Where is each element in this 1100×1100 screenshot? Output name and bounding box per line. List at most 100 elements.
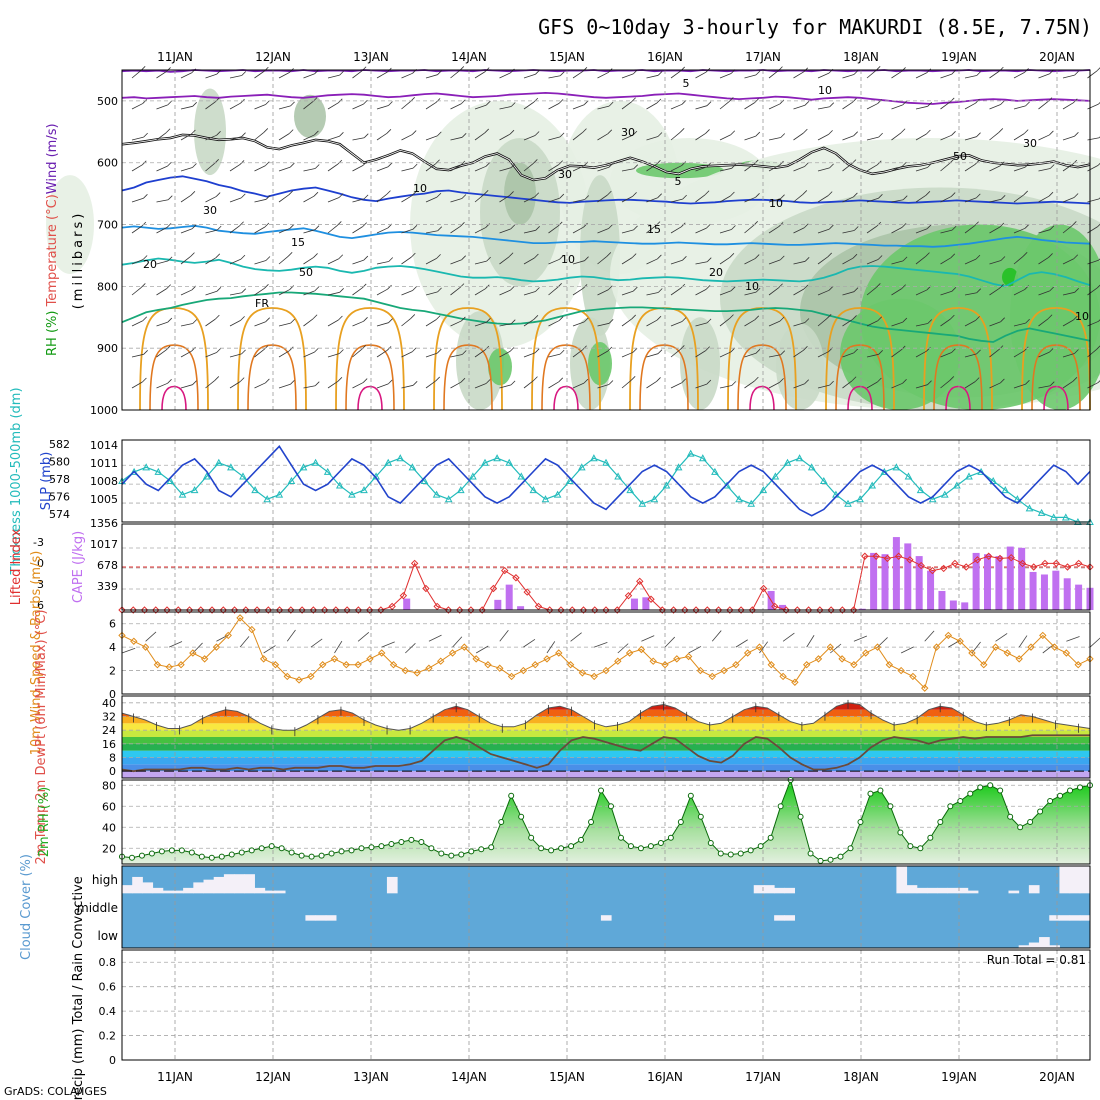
wind-barb	[768, 226, 780, 234]
wind-barb-flag	[510, 163, 516, 168]
wind-barb	[327, 291, 340, 296]
wind-barb	[866, 225, 878, 234]
wind-barb	[401, 256, 412, 265]
wind-barb-flag	[755, 287, 761, 293]
rh-line-point	[1047, 798, 1054, 804]
wind-barb-flag	[754, 98, 759, 103]
rh-line-point	[997, 787, 1004, 794]
wind-barb	[205, 73, 217, 79]
wind-barb-flag	[582, 345, 587, 351]
thickness-line-point	[456, 486, 465, 494]
wind-barb-flag	[240, 193, 246, 199]
wind-barb	[1013, 383, 1026, 389]
rh-line-point	[488, 844, 495, 851]
wind-barb-flag	[216, 131, 221, 136]
pressure-tick-label: 1000	[90, 404, 118, 417]
cloud-bar-middle	[1049, 915, 1060, 921]
lifted-index-line-point	[703, 606, 712, 614]
wind-speed-line-point	[661, 661, 669, 669]
wind-barb-flag	[1049, 164, 1055, 169]
wind-barb-flag	[461, 133, 467, 138]
wind-barb-flag	[214, 376, 220, 381]
wind-barb-flag	[509, 347, 515, 352]
wind-barb	[131, 197, 144, 203]
wind-barb	[425, 291, 438, 296]
wind-barb-flag	[925, 191, 931, 196]
wind-barb-flag	[337, 377, 343, 382]
wind-barb	[229, 225, 240, 234]
wind-barb-flag	[216, 348, 221, 353]
cloud-bar-high	[244, 874, 255, 894]
thickness-line-point	[662, 481, 671, 489]
wind-speed-line-point	[614, 657, 622, 665]
wind-barb-flag	[290, 318, 295, 324]
wind-barb	[523, 638, 536, 648]
wind-barb	[735, 639, 748, 648]
wind-barb-flag	[363, 99, 368, 105]
rh-area	[122, 780, 1090, 864]
rh-line-point	[1067, 787, 1074, 794]
wind-barb-flag	[901, 67, 906, 72]
lifted-index-line-point	[1041, 559, 1049, 568]
wind-barb	[131, 136, 144, 141]
wind-speed-line-point	[696, 666, 705, 675]
wind-speed-line-point	[921, 684, 929, 692]
wind-speed-line-point	[968, 649, 976, 657]
wind-barb	[131, 381, 143, 389]
date-label-bottom: 16JAN	[647, 1070, 683, 1084]
wind-barb-flag	[902, 256, 908, 262]
lifted-index-line-point	[962, 563, 970, 571]
wind-barb-flag	[486, 256, 491, 262]
thickness-line-point	[275, 490, 284, 498]
isotherm-25	[335, 307, 405, 411]
wind-barb-flag	[804, 257, 810, 262]
wind-barb-flag	[534, 253, 539, 259]
lifted-index-line-point	[681, 606, 689, 614]
wind-barb	[915, 289, 928, 296]
wind-barb	[180, 105, 193, 110]
wind-barb-flag	[804, 223, 809, 229]
wind-barb-flag	[437, 226, 443, 231]
wind-barb-flag	[976, 349, 981, 355]
wind-barb-flag	[461, 350, 467, 355]
wind-barb-flag	[483, 190, 489, 195]
wind-barb-flag	[878, 350, 883, 355]
lifted-index-line-point	[872, 552, 880, 560]
wind-barb-flag	[755, 193, 760, 198]
thickness-line-point	[396, 454, 405, 462]
wind-barb-flag	[1073, 193, 1079, 198]
cloud-bar-high	[234, 874, 245, 894]
wind-barb-flag	[485, 379, 491, 384]
wind-barb-flag	[339, 70, 344, 76]
wind-barb	[1062, 163, 1074, 172]
bottom-date-axis: 11JAN 12JAN 13JAN 14JAN 15JAN 16JAN 17JAN 18JAN…	[157, 1070, 1075, 1084]
lifted-index-line-point	[838, 606, 847, 614]
wind-barb-flag	[559, 349, 565, 355]
wind-barb	[450, 70, 461, 79]
lifted-index-line-point	[973, 556, 982, 564]
wind-barb	[327, 163, 339, 172]
wind-speed-line-point	[248, 625, 256, 634]
wind-barb	[499, 630, 509, 642]
lifted-tick-label: 3	[37, 578, 44, 591]
wind-barb	[450, 381, 462, 389]
wind-barb	[180, 167, 193, 172]
wind-barb-flag	[730, 191, 735, 197]
wind-speed-line-point	[743, 649, 752, 657]
wind-barb	[263, 645, 276, 654]
wind-barb-flag	[241, 132, 246, 137]
wind-barb	[1087, 165, 1099, 172]
rh-line-point	[747, 847, 754, 854]
wind-barb-flag	[583, 317, 589, 323]
isotherm-30	[149, 344, 199, 411]
isotherm-30	[933, 344, 983, 411]
cloud-bar-high	[1028, 885, 1040, 894]
wind-barb	[793, 194, 804, 203]
wind-barb	[180, 256, 191, 265]
wind-barb-flag	[314, 286, 320, 292]
wind-barb	[719, 385, 732, 389]
wind-barb-flag	[387, 284, 392, 290]
cloud-bar-high	[926, 887, 938, 894]
cloud-bar-high	[916, 887, 928, 894]
